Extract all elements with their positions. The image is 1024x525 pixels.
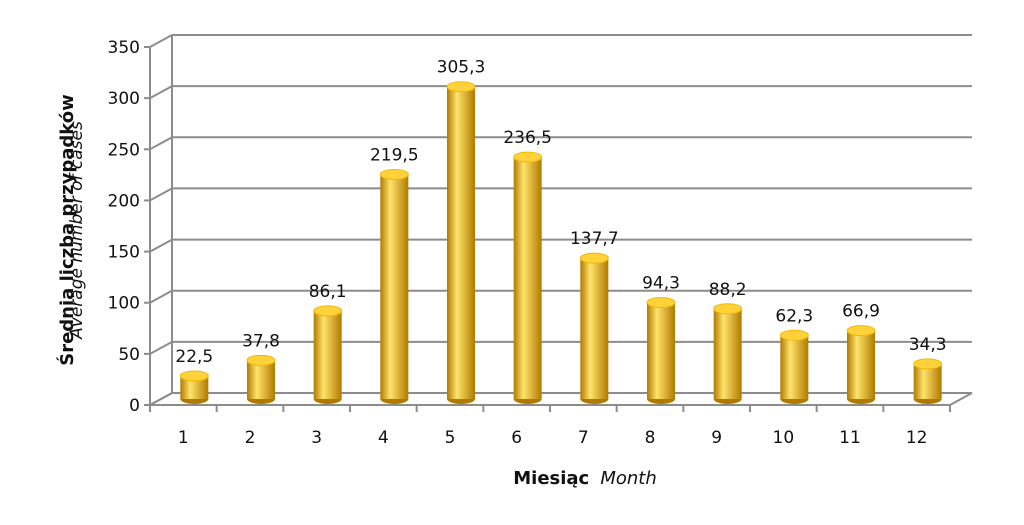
x-tick-label: 7	[578, 428, 589, 448]
y-tick-label: 200	[108, 191, 140, 211]
bar	[246, 354, 276, 404]
y-tick-label: 0	[129, 396, 140, 416]
data-label: 236,5	[503, 128, 552, 148]
bar-body	[247, 360, 275, 399]
grid-depth-line	[149, 136, 173, 151]
bar	[179, 370, 209, 404]
bar-top	[379, 168, 409, 180]
data-label: 88,2	[709, 280, 747, 300]
x-tick-label: 11	[839, 428, 861, 448]
data-label: 219,5	[370, 145, 419, 165]
data-label: 22,5	[175, 347, 213, 367]
data-label: 86,1	[309, 282, 347, 302]
bar-body	[647, 302, 675, 399]
x-tick-label: 9	[711, 428, 722, 448]
bar-top	[713, 303, 743, 315]
y-tick-label: 250	[108, 140, 140, 160]
bar-top	[179, 370, 209, 382]
bar-top	[579, 252, 609, 264]
bar-body	[847, 330, 875, 399]
bar	[846, 325, 876, 404]
bar-top	[646, 297, 676, 309]
y-tick-label: 100	[108, 294, 140, 314]
y-tick-label: 150	[108, 243, 140, 263]
bar	[313, 305, 343, 404]
y-tick-label: 50	[118, 345, 140, 365]
x-tick-label: 10	[773, 428, 795, 448]
bars	[179, 81, 943, 404]
bar-body	[713, 308, 742, 399]
bar	[713, 303, 743, 404]
grid-depth-line	[149, 85, 173, 100]
x-tick-label: 12	[906, 428, 928, 448]
data-label: 62,3	[775, 306, 813, 326]
data-label: 66,9	[842, 302, 880, 322]
bar	[446, 81, 476, 404]
bar-top	[446, 81, 476, 93]
data-labels: 22,5 37,8 86,1 219,5 305,3 236,5 137,7 94,3 88,2…	[175, 58, 946, 367]
y-axis-title-secondary: Average number of cases	[67, 121, 87, 340]
x-tick-label: 6	[511, 428, 522, 448]
data-label: 94,3	[642, 274, 680, 294]
bar-top	[246, 354, 276, 366]
grid-depth-line	[149, 289, 173, 304]
bar-body	[913, 363, 942, 399]
bar-body	[313, 310, 342, 399]
bar-top	[513, 151, 543, 163]
x-tick-label: 8	[645, 428, 656, 448]
x-tick-label: 2	[245, 428, 256, 448]
bar-body	[180, 375, 209, 399]
bar-top	[313, 305, 343, 317]
grid-lines	[149, 34, 972, 406]
bar	[513, 151, 543, 404]
grid-depth-line	[149, 187, 173, 202]
grid-depth-line	[149, 340, 173, 355]
y-tick-label: 300	[108, 89, 140, 109]
bar	[579, 252, 609, 404]
x-axis-title-secondary: Month	[600, 468, 656, 489]
bar-top	[846, 325, 876, 337]
y-tick-label: 350	[108, 38, 140, 58]
data-label: 305,3	[437, 58, 486, 78]
y-axis-title-main: Średnia liczba przypadków	[56, 94, 78, 366]
bar-top	[779, 329, 809, 341]
bar	[779, 329, 809, 404]
grid-depth-line	[149, 34, 173, 48]
data-label: 37,8	[242, 331, 280, 351]
bar-body	[513, 157, 542, 399]
grid-depth-line	[149, 238, 173, 253]
x-tick-label: 5	[445, 428, 456, 448]
bar	[646, 297, 676, 404]
x-tick-label: 4	[378, 428, 389, 448]
bar	[379, 168, 409, 404]
bar-top	[913, 358, 943, 370]
bar	[913, 358, 943, 404]
bar-body	[447, 86, 475, 400]
x-axis-title-main: Miesiąc	[513, 468, 589, 489]
x-tick-label: 1	[178, 428, 189, 448]
axes	[144, 35, 973, 412]
data-label: 34,3	[909, 335, 947, 355]
bar-body	[580, 258, 609, 399]
x-axis-title: Miesiąc Month	[513, 468, 657, 489]
x-tick-label: 3	[311, 428, 322, 448]
bar-body	[380, 174, 409, 399]
data-label: 137,7	[570, 229, 619, 249]
bar-body	[780, 335, 809, 399]
